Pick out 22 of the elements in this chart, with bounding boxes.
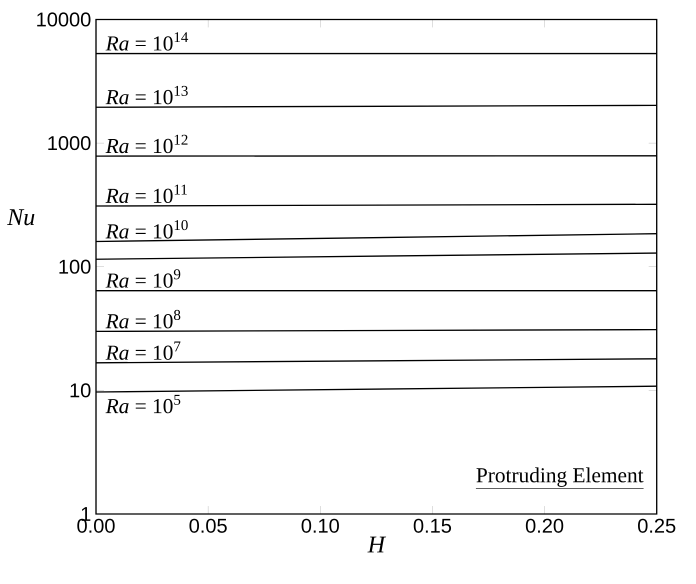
- series-label: Ra = 10$^{12}$: [106, 134, 188, 154]
- y-axis-title: Nu: [7, 209, 34, 226]
- x-axis-title: H: [367, 536, 386, 552]
- series-label: Ra = 10$^{7}$: [106, 342, 180, 360]
- y-tick-label: 10: [70, 383, 90, 398]
- x-tick-label: 0.10: [302, 518, 339, 533]
- y-tick-label: 10000: [37, 12, 90, 27]
- series-label: Ra = 10$^{8}$: [106, 310, 180, 328]
- y-tick-label: 100: [59, 260, 90, 274]
- x-tick-label: 0.00: [77, 518, 115, 533]
- series-label: Ra = 10$^{10}$: [106, 220, 188, 239]
- series-label: Ra = 10$^{5}$: [106, 394, 180, 414]
- x-tick-label: 0.15: [414, 518, 452, 533]
- series-label: Ra = 10$^{14}$: [106, 32, 188, 51]
- x-tick-label: 0.05: [189, 518, 227, 533]
- series-label: Ra = 10$^{13}$: [106, 86, 188, 104]
- series-label: Ra = 10$^{11}$: [106, 184, 187, 204]
- annotation: Protruding Element: [476, 467, 644, 487]
- series-label: Ra = 10$^{9}$: [106, 269, 180, 288]
- x-tick-label: 0.20: [526, 518, 564, 533]
- y-tick-label: 1000: [48, 136, 90, 150]
- x-tick-label: 0.25: [638, 518, 676, 533]
